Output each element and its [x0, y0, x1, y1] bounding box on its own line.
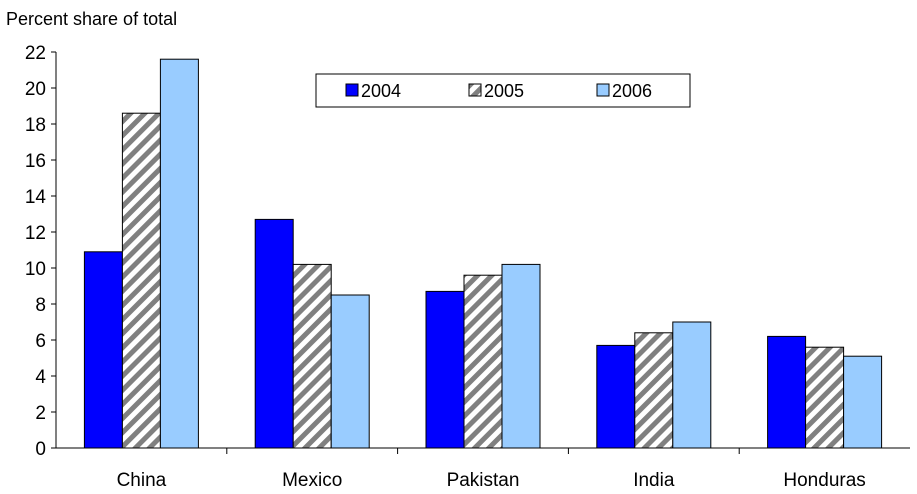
y-tick-label: 4 — [35, 367, 46, 388]
x-tick-label: India — [633, 470, 675, 491]
y-tick-label: 16 — [25, 151, 46, 172]
x-tick-label: Honduras — [783, 470, 865, 491]
y-tick-label: 12 — [25, 223, 46, 244]
y-axis: 0 2 4 6 8 10 12 14 16 18 20 22 — [25, 43, 57, 460]
y-tick-label: 20 — [25, 79, 46, 100]
bar-2004-pakistan — [425, 290, 465, 449]
bar-2005-china — [121, 112, 161, 449]
bar-2006-pakistan — [501, 263, 541, 449]
y-tick-label: 0 — [35, 439, 46, 460]
y-tick-label: 8 — [35, 295, 46, 316]
bar-2005-mexico — [292, 263, 332, 449]
y-tick-label: 18 — [25, 115, 46, 136]
bar-2006-honduras — [843, 355, 883, 449]
x-axis: China Mexico Pakistan India Honduras — [56, 447, 910, 491]
y-tick-label: 14 — [25, 187, 47, 208]
y-tick-label: 22 — [25, 43, 46, 64]
y-axis-title: Percent share of total — [6, 9, 177, 29]
legend: 2004 2005 2006 — [315, 73, 691, 108]
bar-2004-india — [596, 344, 636, 449]
legend-label-2005: 2005 — [484, 81, 524, 101]
bar-2005-pakistan — [463, 274, 503, 449]
bar-2004-honduras — [767, 335, 807, 449]
legend-swatch-2004 — [345, 83, 359, 97]
legend-label-2004: 2004 — [361, 81, 401, 101]
bar-2005-india — [634, 332, 674, 449]
bar-2006-india — [672, 321, 712, 449]
x-tick-label: China — [117, 470, 167, 491]
legend-box — [315, 73, 691, 108]
x-tick-label: Mexico — [282, 470, 342, 491]
bar-2006-mexico — [330, 294, 370, 449]
bar-2004-china — [83, 251, 123, 449]
bars — [83, 58, 883, 449]
bar-2004-mexico — [254, 218, 294, 449]
y-tick-label: 10 — [25, 259, 46, 280]
legend-swatch-2006 — [596, 83, 610, 97]
bar-2005-honduras — [805, 346, 845, 449]
y-tick-label: 2 — [35, 403, 46, 424]
bar-2006-china — [159, 58, 199, 449]
x-tick-label: Pakistan — [447, 470, 520, 491]
legend-label-2006: 2006 — [612, 81, 652, 101]
y-tick-label: 6 — [35, 331, 46, 352]
legend-swatch-2005 — [468, 83, 482, 97]
